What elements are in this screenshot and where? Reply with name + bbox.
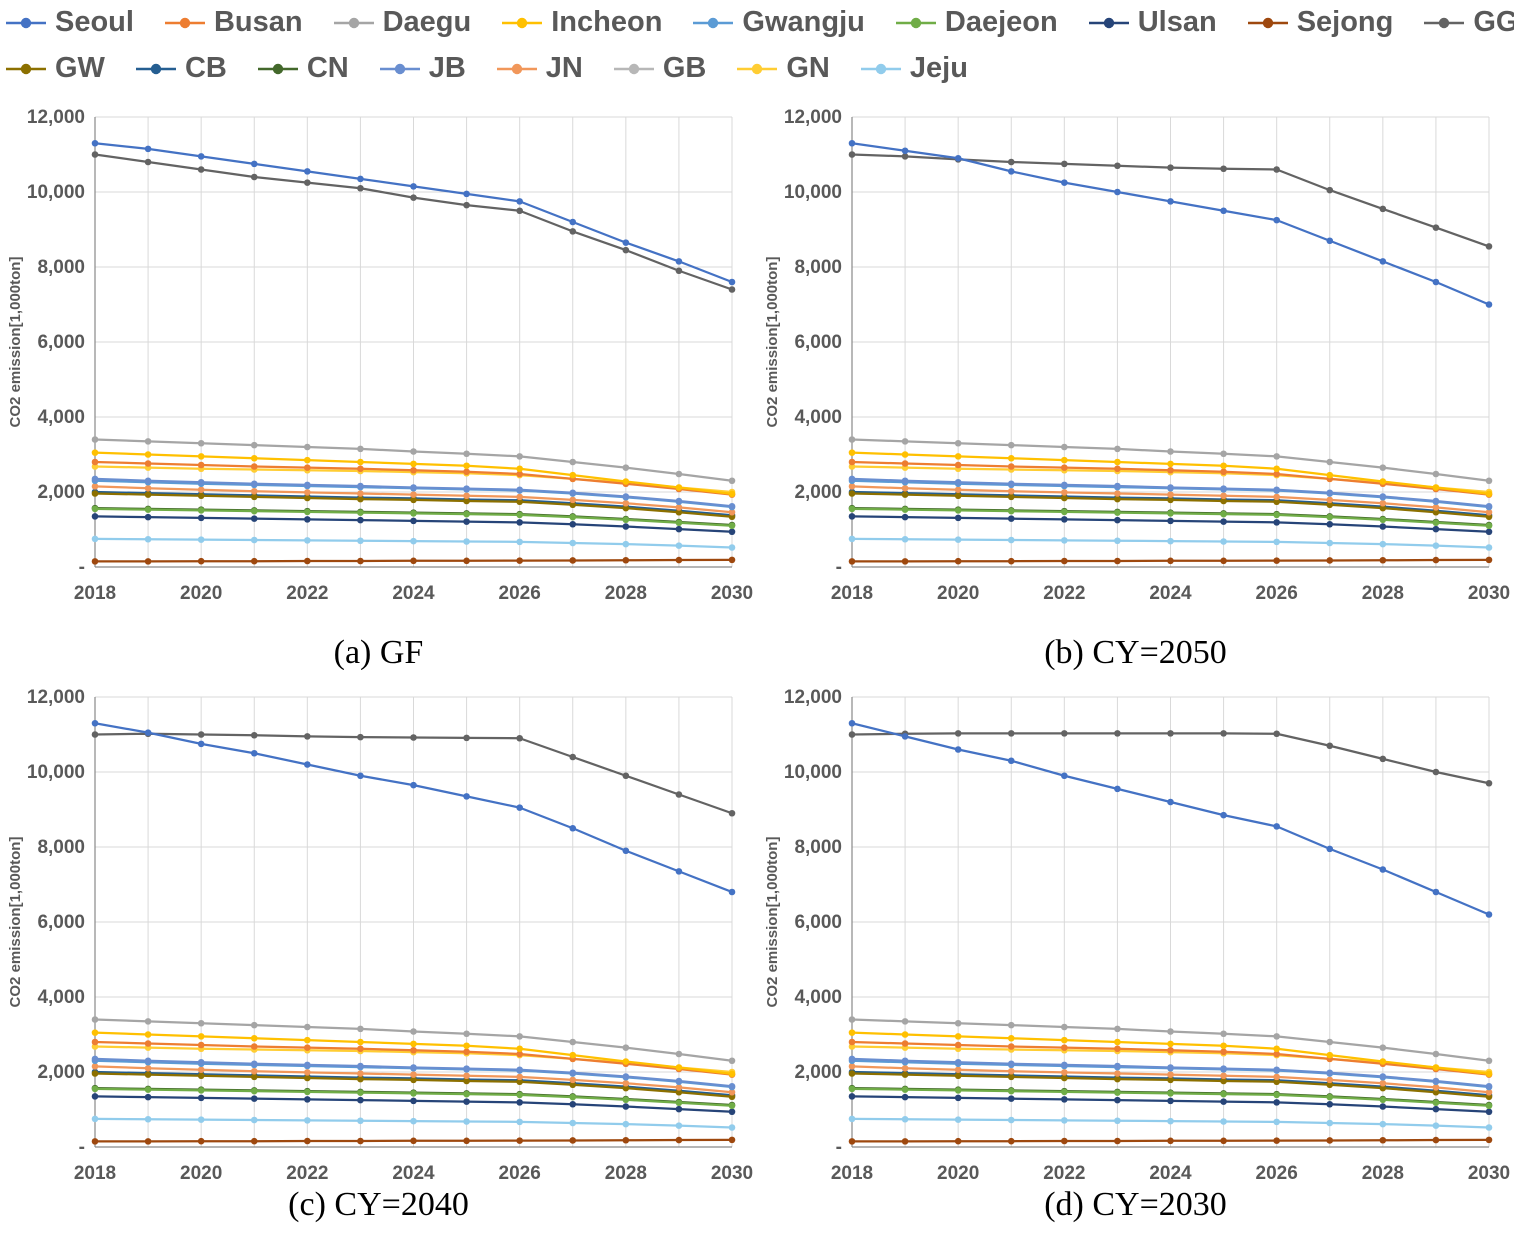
svg-text:6,000: 6,000 xyxy=(794,912,842,933)
svg-text:-: - xyxy=(836,557,842,578)
svg-text:2030: 2030 xyxy=(1468,1163,1510,1184)
svg-text:2018: 2018 xyxy=(74,1163,116,1184)
svg-text:2020: 2020 xyxy=(180,1163,222,1184)
svg-text:CO2 emission[1,000ton]: CO2 emission[1,000ton] xyxy=(7,837,24,1008)
svg-text:CO2 emission[1,000ton]: CO2 emission[1,000ton] xyxy=(764,837,781,1008)
svg-text:2022: 2022 xyxy=(286,1163,328,1184)
svg-text:8,000: 8,000 xyxy=(794,837,842,858)
svg-text:2,000: 2,000 xyxy=(794,482,842,503)
svg-text:2022: 2022 xyxy=(1043,583,1085,604)
svg-text:2020: 2020 xyxy=(180,583,222,604)
svg-text:2028: 2028 xyxy=(1362,583,1404,604)
svg-text:2024: 2024 xyxy=(392,583,435,604)
svg-text:2020: 2020 xyxy=(937,583,979,604)
svg-text:8,000: 8,000 xyxy=(794,257,842,278)
svg-text:2028: 2028 xyxy=(1362,1163,1404,1184)
svg-text:10,000: 10,000 xyxy=(27,182,85,203)
svg-text:2,000: 2,000 xyxy=(37,1062,85,1083)
svg-text:2024: 2024 xyxy=(392,1163,435,1184)
svg-text:2030: 2030 xyxy=(711,1163,753,1184)
svg-text:10,000: 10,000 xyxy=(27,762,85,783)
svg-text:-: - xyxy=(79,557,85,578)
svg-text:2020: 2020 xyxy=(937,1163,979,1184)
svg-text:2026: 2026 xyxy=(1256,1163,1298,1184)
svg-text:6,000: 6,000 xyxy=(794,332,842,353)
svg-text:2026: 2026 xyxy=(499,583,541,604)
svg-text:2018: 2018 xyxy=(831,583,873,604)
svg-text:CO2 emission[1,000ton]: CO2 emission[1,000ton] xyxy=(7,257,24,428)
svg-text:2030: 2030 xyxy=(711,583,753,604)
svg-text:4,000: 4,000 xyxy=(37,407,85,428)
svg-text:12,000: 12,000 xyxy=(784,107,842,128)
svg-text:10,000: 10,000 xyxy=(784,182,842,203)
svg-text:2018: 2018 xyxy=(74,583,116,604)
svg-text:12,000: 12,000 xyxy=(784,687,842,708)
svg-text:10,000: 10,000 xyxy=(784,762,842,783)
svg-text:8,000: 8,000 xyxy=(37,257,85,278)
svg-text:2026: 2026 xyxy=(1256,583,1298,604)
svg-text:6,000: 6,000 xyxy=(37,912,85,933)
svg-text:6,000: 6,000 xyxy=(37,332,85,353)
svg-text:CO2 emission[1,000ton]: CO2 emission[1,000ton] xyxy=(764,257,781,428)
svg-text:-: - xyxy=(79,1137,85,1158)
svg-text:4,000: 4,000 xyxy=(794,987,842,1008)
svg-text:2024: 2024 xyxy=(1149,583,1192,604)
svg-text:2022: 2022 xyxy=(1043,1163,1085,1184)
svg-text:2030: 2030 xyxy=(1468,583,1510,604)
svg-text:2026: 2026 xyxy=(499,1163,541,1184)
svg-text:2028: 2028 xyxy=(605,1163,647,1184)
svg-text:12,000: 12,000 xyxy=(27,687,85,708)
svg-text:8,000: 8,000 xyxy=(37,837,85,858)
svg-text:4,000: 4,000 xyxy=(794,407,842,428)
svg-text:2022: 2022 xyxy=(286,583,328,604)
svg-text:2028: 2028 xyxy=(605,583,647,604)
svg-text:-: - xyxy=(836,1137,842,1158)
svg-text:12,000: 12,000 xyxy=(27,107,85,128)
svg-text:2018: 2018 xyxy=(831,1163,873,1184)
svg-text:2024: 2024 xyxy=(1149,1163,1192,1184)
svg-text:4,000: 4,000 xyxy=(37,987,85,1008)
svg-text:2,000: 2,000 xyxy=(794,1062,842,1083)
svg-text:2,000: 2,000 xyxy=(37,482,85,503)
